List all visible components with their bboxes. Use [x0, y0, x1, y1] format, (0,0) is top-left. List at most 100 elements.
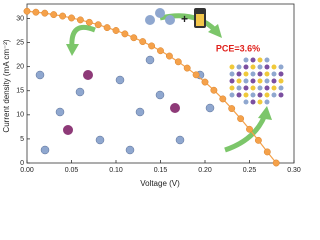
- point: [103, 24, 111, 32]
- central-ion: [83, 70, 93, 80]
- point: [23, 7, 31, 15]
- sphere: [175, 135, 185, 145]
- lattice-dot: [250, 85, 256, 91]
- lattice-dot: [243, 92, 249, 98]
- point: [201, 78, 209, 86]
- lattice-dot: [236, 64, 242, 70]
- arrow: [224, 113, 268, 153]
- sphere: [115, 75, 125, 85]
- sphere: [135, 107, 145, 117]
- sphere: [40, 145, 50, 155]
- sphere: [125, 145, 135, 155]
- lattice-dot: [278, 85, 284, 91]
- y-tick-label: 30: [16, 15, 24, 22]
- molecules: [35, 55, 215, 155]
- lattice-dot: [278, 92, 284, 98]
- lattice-dot: [236, 71, 242, 77]
- lattice-dot: [264, 85, 270, 91]
- y-tick-label: 20: [16, 63, 24, 70]
- point: [50, 11, 58, 19]
- point: [237, 115, 245, 123]
- lattice-dot: [264, 64, 270, 70]
- lattice-dot: [264, 78, 270, 84]
- point: [272, 159, 280, 167]
- point: [246, 125, 253, 133]
- point: [165, 52, 173, 60]
- lattice-dot: [271, 85, 277, 91]
- point: [130, 34, 138, 42]
- lattice-dot: [257, 99, 263, 105]
- point: [219, 95, 227, 103]
- lattice-dot: [229, 71, 235, 77]
- arrow: [159, 13, 217, 32]
- y-tick-label: 15: [16, 88, 24, 95]
- x-axis-label: Voltage (V): [140, 179, 180, 188]
- sphere: [145, 55, 155, 65]
- point: [192, 71, 200, 79]
- point: [210, 86, 218, 94]
- lattice-dot: [243, 64, 249, 70]
- x-tick-label: 0.15: [154, 167, 168, 174]
- x-tick-label: 0.30: [287, 167, 301, 174]
- lattice-dot: [257, 71, 263, 77]
- y-tick-label: 0: [20, 160, 24, 167]
- lattice-dot: [243, 85, 249, 91]
- y-tick-label: 10: [16, 112, 24, 119]
- arrow-head: [66, 44, 79, 56]
- lattice: [229, 57, 284, 105]
- lattice-dot: [271, 64, 277, 70]
- lattice-dot: [236, 78, 242, 84]
- lattice-dot: [229, 64, 235, 70]
- annotation: PCE=3.6%: [216, 43, 260, 53]
- lattice-dot: [243, 57, 249, 63]
- lattice-dot: [243, 71, 249, 77]
- lattice-dot: [250, 64, 256, 70]
- point: [157, 47, 164, 55]
- point: [121, 30, 129, 38]
- lattice-dot: [278, 78, 284, 84]
- lattice-dot: [250, 71, 256, 77]
- x-tick-label: 0.05: [65, 167, 79, 174]
- lattice-dot: [243, 78, 249, 84]
- sphere: [155, 8, 165, 18]
- sphere: [205, 103, 215, 113]
- point: [94, 21, 102, 29]
- arrow: [69, 24, 96, 49]
- lattice-dot: [250, 99, 256, 105]
- point: [41, 9, 49, 17]
- central-ion: [170, 103, 180, 113]
- point: [254, 136, 262, 144]
- y-axis-label: Current density (mA cm⁻²): [2, 39, 11, 132]
- point: [139, 38, 147, 46]
- lattice-dot: [271, 71, 277, 77]
- point: [263, 148, 271, 156]
- lattice-dot: [257, 85, 263, 91]
- sphere: [55, 107, 65, 117]
- lattice-dot: [229, 85, 235, 91]
- lattice-dot: [236, 92, 242, 98]
- sphere: [95, 135, 105, 145]
- y-tick-label: 25: [16, 39, 24, 46]
- sphere: [145, 15, 155, 25]
- sphere: [75, 87, 85, 97]
- arrow-head: [258, 106, 272, 120]
- lattice-dot: [236, 85, 242, 91]
- x-tick-label: 0.20: [198, 167, 212, 174]
- bottle-liquid: [196, 14, 204, 26]
- lattice-dot: [257, 92, 263, 98]
- lattice-dot: [250, 57, 256, 63]
- sphere: [35, 70, 45, 80]
- central-ion: [63, 125, 73, 135]
- lattice-dot: [257, 78, 263, 84]
- x-tick-label: 0.10: [109, 167, 123, 174]
- chart: + PCE=3.6% Voltage (V) Current density (…: [2, 3, 301, 188]
- point: [59, 12, 67, 20]
- point: [68, 14, 75, 22]
- lattice-dot: [264, 99, 270, 105]
- y-tick-label: 5: [20, 136, 24, 143]
- sphere: [155, 90, 165, 100]
- point: [85, 18, 93, 26]
- lattice-dot: [243, 99, 249, 105]
- point: [174, 58, 182, 66]
- plus: +: [181, 12, 188, 26]
